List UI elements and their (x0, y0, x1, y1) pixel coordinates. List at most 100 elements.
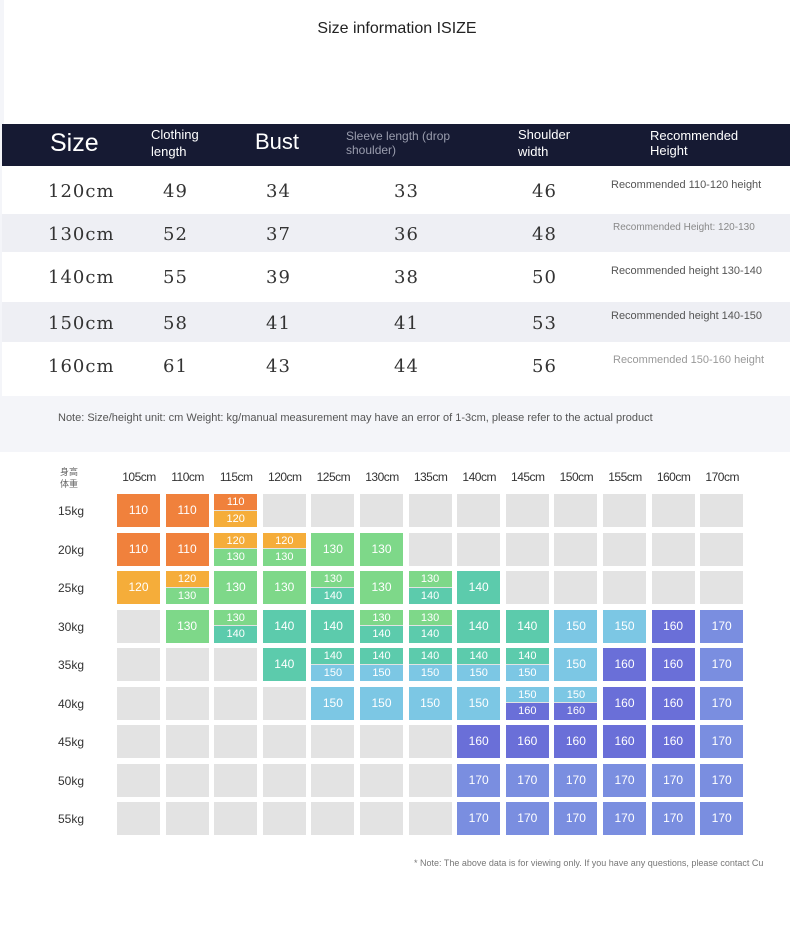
grid-size-label: 130 (311, 532, 355, 566)
grid-cell: 170 (457, 802, 501, 835)
grid-cell: 160 (603, 686, 646, 720)
header-size: Size (50, 129, 99, 157)
grid-cell: 150 (603, 609, 646, 643)
grid-size-label: 120 (214, 532, 258, 548)
grid-cell (651, 571, 695, 604)
grid-size-label: 110 (165, 494, 209, 527)
cell-shoulder: 48 (532, 224, 557, 245)
grid-size-label: 130 (360, 609, 403, 625)
cell-recommended: Recommended height 140-150 (611, 310, 763, 322)
grid-cell: 140 (311, 609, 355, 643)
table-row: 130cm 52 37 36 48 Recommended Height: 12… (2, 214, 790, 252)
cell-recommended: Recommended Height: 120-130 (613, 222, 755, 233)
grid-cell (700, 571, 744, 604)
grid-size-label: 150 (360, 664, 403, 681)
grid-size-label: 110 (117, 494, 160, 527)
grid-size-label: 150 (505, 686, 549, 702)
grid-cell (360, 494, 403, 527)
corner-weight-label: 体重 (60, 479, 79, 489)
grid-cell (262, 494, 306, 527)
grid-cell: 170 (457, 763, 501, 797)
grid-size-label: 170 (700, 609, 744, 643)
grid-col-header: 130cm (365, 470, 399, 484)
grid-cell (117, 686, 160, 720)
grid-row-header: 15kg (58, 504, 85, 518)
grid-cell (603, 532, 646, 566)
cell-bust: 37 (266, 224, 291, 245)
grid-size-label: 160 (603, 725, 646, 758)
grid-col-header: 150cm (559, 470, 594, 484)
grid-cell (700, 494, 744, 527)
grid-size-label: 110 (165, 532, 209, 566)
grid-cell (262, 802, 306, 835)
grid-size-label: 130 (262, 549, 306, 566)
grid-cell: 140 150 (311, 648, 355, 681)
grid-col-header: 155cm (608, 470, 642, 484)
grid-cell: 170 (554, 802, 598, 835)
cell-shoulder: 46 (532, 181, 557, 202)
grid-cell: 130 (360, 571, 403, 604)
grid-size-label: 130 (408, 609, 452, 625)
grid-corner-label: 身高 体重 (60, 466, 78, 490)
grid-cell (214, 725, 258, 758)
grid-cell: 170 (700, 763, 744, 797)
grid-size-label: 130 (165, 587, 209, 604)
height-weight-grid: 身高 体重 105cm 110cm 115cm 120cm 125cm 130cm 135c… (0, 460, 790, 860)
cell-bust: 43 (266, 356, 291, 377)
grid-size-label: 130 (311, 571, 355, 587)
cell-size: 150cm (48, 313, 115, 334)
grid-cell: 130 (214, 571, 258, 604)
header-shoulder-width: Shoulder width (518, 127, 571, 159)
grid-cell (165, 686, 209, 720)
grid-size-label: 140 (262, 609, 306, 643)
cell-size: 160cm (48, 356, 115, 377)
grid-size-label: 170 (700, 686, 744, 720)
grid-cell (165, 725, 209, 758)
size-info-section: Size information ISIZE Size Clothing len… (0, 0, 790, 452)
cell-length: 58 (163, 313, 188, 334)
grid-cell: 130 140 (214, 609, 258, 643)
grid-cell: 120 130 (262, 532, 306, 566)
grid-cell (165, 763, 209, 797)
grid-size-label: 130 (360, 571, 403, 604)
grid-cell: 160 (603, 648, 646, 681)
grid-cell (311, 494, 355, 527)
grid-size-label: 140 (505, 648, 549, 664)
grid-cell: 170 (651, 763, 695, 797)
size-table-header: Size Clothing length Bust Sleeve length … (2, 124, 790, 166)
grid-cell: 140 150 (408, 648, 452, 681)
grid-cell: 160 (651, 725, 695, 758)
grid-cell (262, 763, 306, 797)
size-note: Note: Size/height unit: cm Weight: kg/ma… (58, 412, 653, 424)
cell-shoulder: 50 (532, 267, 557, 288)
grid-cell (554, 494, 598, 527)
cell-length: 49 (163, 181, 188, 202)
grid-size-label: 110 (214, 494, 258, 510)
grid-cell (117, 725, 160, 758)
grid-size-label: 140 (360, 648, 403, 664)
cell-length: 52 (163, 224, 188, 245)
cell-size: 140cm (48, 267, 115, 288)
grid-size-label: 160 (554, 703, 598, 720)
grid-cell (360, 763, 403, 797)
grid-cell (554, 532, 598, 566)
grid-size-label: 130 (360, 532, 403, 566)
grid-size-label: 150 (554, 648, 598, 681)
corner-height-label: 身高 (60, 467, 79, 477)
grid-size-label: 170 (651, 763, 695, 797)
grid-size-label: 140 (457, 648, 501, 664)
grid-cell: 140 150 (505, 648, 549, 681)
grid-cell: 110 (117, 532, 160, 566)
grid-size-label: 140 (311, 587, 355, 604)
grid-size-label: 170 (700, 763, 744, 797)
grid-cell (408, 494, 452, 527)
grid-cell: 150 (554, 648, 598, 681)
cell-sleeve: 44 (394, 356, 419, 377)
grid-cell: 170 (700, 686, 744, 720)
page-title: Size information ISIZE (317, 20, 477, 37)
grid-size-label: 150 (408, 686, 452, 720)
grid-cell (505, 494, 549, 527)
grid-cell: 130 140 (311, 571, 355, 604)
grid-cell (408, 532, 452, 566)
grid-size-label: 160 (554, 725, 598, 758)
